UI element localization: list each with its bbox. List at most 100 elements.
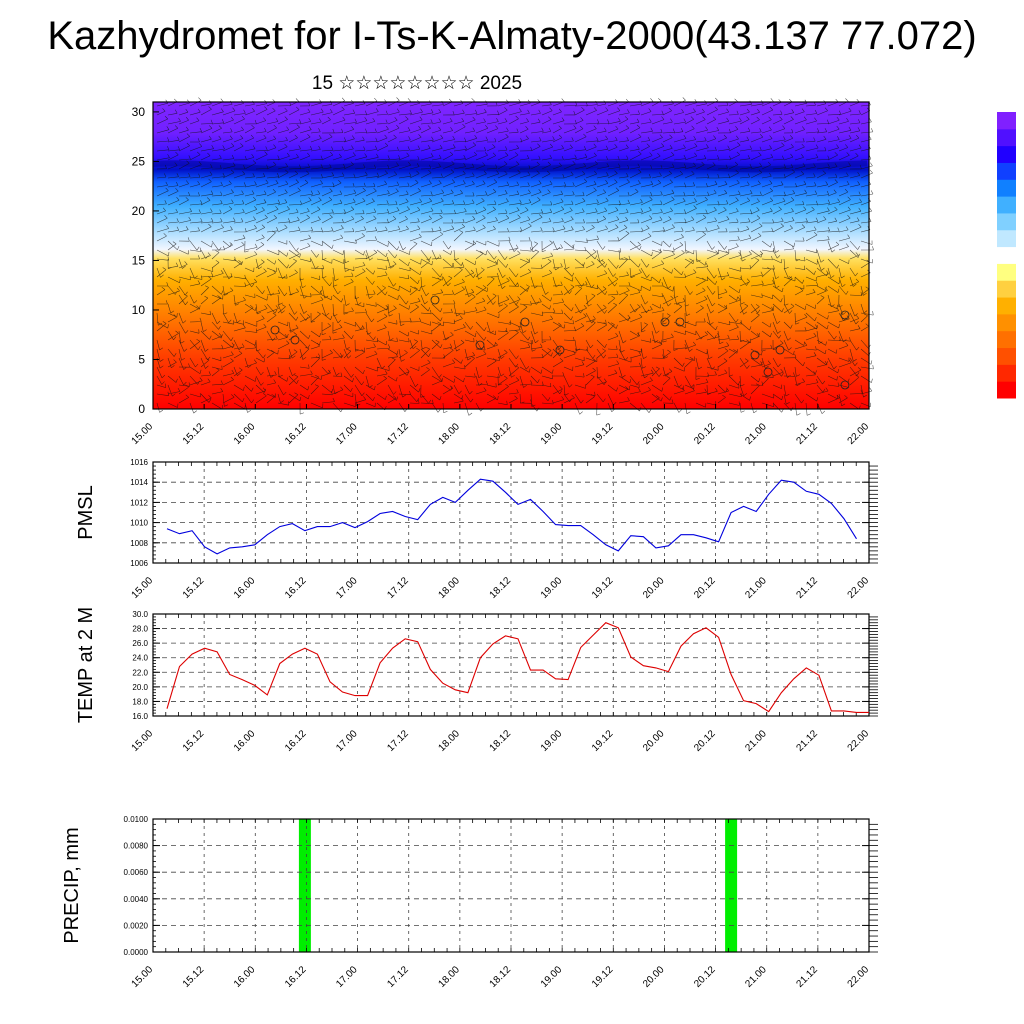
colorbar-segment bbox=[997, 313, 1016, 332]
pmsl-xtick-label: 15.00 bbox=[130, 575, 156, 601]
colorbar-segment bbox=[997, 381, 1016, 399]
colorbar-segment bbox=[997, 196, 1016, 214]
temp-chart: 16.0 18.0 20.0 22.0 24.0 26.0 28.0 30.0 TEMP at … bbox=[75, 607, 878, 754]
section-xtick-label: 19.12 bbox=[590, 421, 616, 447]
temp-ytick-label: 26.0 bbox=[132, 639, 148, 648]
calm-circle bbox=[290, 335, 300, 345]
colorbar-segment bbox=[997, 179, 1016, 197]
precip-ytick-label: 0.0100 bbox=[124, 815, 149, 824]
temp-ytick-label: 24.0 bbox=[132, 654, 148, 663]
colorbar-segment bbox=[997, 162, 1016, 180]
colorbar-segment bbox=[997, 112, 1016, 130]
pmsl-xtick-label: 16.00 bbox=[232, 575, 258, 601]
temp-xtick-label: 20.00 bbox=[641, 728, 667, 754]
pmsl-series-line bbox=[166, 478, 857, 555]
colorbar-segment bbox=[997, 297, 1016, 315]
pmsl-ytick-label: 1016 bbox=[130, 458, 148, 467]
temp-ytick-label: 18.0 bbox=[132, 697, 148, 706]
calm-circle bbox=[270, 325, 280, 335]
pmsl-ytick-label: 1010 bbox=[130, 519, 148, 528]
section-ytick-label: 25 bbox=[132, 154, 146, 168]
precip-xtick-label: 18.00 bbox=[437, 964, 463, 990]
temp-xtick-label: 17.00 bbox=[334, 728, 360, 754]
precip-bar bbox=[725, 819, 738, 952]
temp-xtick-label: 19.00 bbox=[539, 728, 565, 754]
calm-circle bbox=[520, 317, 530, 327]
pmsl-xtick-label: 19.00 bbox=[539, 575, 565, 601]
section-xtick-label: 20.00 bbox=[641, 421, 667, 447]
temp-series-line bbox=[166, 622, 869, 713]
temp-xtick-label: 16.12 bbox=[283, 728, 309, 754]
precip-ytick-label: 0.0080 bbox=[124, 842, 149, 851]
section-xtick-label: 16.00 bbox=[232, 421, 258, 447]
section-xtick-label: 17.12 bbox=[385, 421, 411, 447]
precip-ylabel: PRECIP, mm bbox=[61, 827, 83, 943]
pmsl-xtick-label: 17.00 bbox=[334, 575, 360, 601]
temp-ytick-label: 16.0 bbox=[132, 712, 148, 721]
precip-xtick-label: 19.12 bbox=[590, 964, 616, 990]
section-xtick-label: 17.00 bbox=[334, 421, 360, 447]
pmsl-xtick-label: 21.12 bbox=[795, 575, 821, 601]
wind-barbs bbox=[156, 97, 874, 416]
colorbar bbox=[997, 112, 1016, 399]
main-title: Kazhydromet for I-Ts-K-Almaty-2000(43.13… bbox=[47, 14, 977, 58]
section-ytick-label: 15 bbox=[132, 253, 146, 267]
precip-ytick-label: 0.0040 bbox=[124, 895, 149, 904]
temp-xtick-label: 22.00 bbox=[846, 728, 872, 754]
calm-circle bbox=[763, 367, 773, 377]
pmsl-frame bbox=[152, 461, 870, 564]
precip-xtick-label: 16.00 bbox=[232, 964, 258, 990]
temp-xtick-label: 21.12 bbox=[795, 728, 821, 754]
precip-frame bbox=[152, 818, 870, 953]
section-ytick-label: 0 bbox=[138, 402, 145, 416]
precip-ytick-label: 0.0060 bbox=[124, 868, 149, 877]
colorbar-segment bbox=[997, 212, 1016, 231]
colorbar-segment bbox=[997, 330, 1016, 349]
precip-xtick-label: 15.12 bbox=[181, 964, 207, 990]
colorbar-segment bbox=[997, 246, 1016, 264]
precip-xtick-label: 21.00 bbox=[743, 964, 769, 990]
temp-frame bbox=[152, 613, 870, 717]
colorbar-segment bbox=[997, 145, 1016, 163]
section-ytick-label: 10 bbox=[132, 303, 146, 317]
pmsl-ytick-label: 1006 bbox=[130, 559, 148, 568]
section-xtick-label: 21.00 bbox=[743, 421, 769, 447]
pmsl-chart: 1006 1008 1010 1012 1014 1016 PMSL 15.00 15.12 16… bbox=[75, 458, 878, 601]
precip-ytick-label: 0.0020 bbox=[124, 921, 149, 930]
sub-title: 15 ☆☆☆☆☆☆☆☆ 2025 bbox=[311, 73, 523, 94]
temp-xtick-label: 17.12 bbox=[385, 728, 411, 754]
precip-xtick-label: 15.00 bbox=[130, 964, 156, 990]
pmsl-xtick-label: 15.12 bbox=[181, 575, 207, 601]
calm-circle bbox=[840, 380, 850, 390]
temp-ytick-label: 30.0 bbox=[132, 610, 148, 619]
precip-bar bbox=[298, 819, 311, 952]
temp-ytick-label: 20.0 bbox=[132, 683, 148, 692]
colorbar-segment bbox=[997, 364, 1016, 382]
precip-xtick-label: 18.12 bbox=[488, 964, 514, 990]
section-xtick-label: 22.00 bbox=[846, 421, 872, 447]
precip-xtick-label: 22.00 bbox=[846, 964, 872, 990]
pmsl-xtick-label: 16.12 bbox=[283, 575, 309, 601]
precip-chart: 0.0000 0.0020 0.0040 0.0060 0.0080 0.0100 PREC… bbox=[61, 815, 878, 990]
precip-xtick-label: 19.00 bbox=[539, 964, 565, 990]
section-dark-band bbox=[152, 160, 868, 173]
colorbar-segment bbox=[997, 347, 1016, 365]
pmsl-ylabel: PMSL bbox=[75, 485, 97, 539]
calm-circle bbox=[750, 350, 760, 360]
precip-xtick-label: 17.12 bbox=[385, 964, 411, 990]
pmsl-xtick-label: 17.12 bbox=[385, 575, 411, 601]
calm-circle bbox=[475, 340, 485, 350]
section-ytick-label: 30 bbox=[132, 105, 146, 119]
temp-ylabel: TEMP at 2 M bbox=[75, 607, 97, 723]
section-xtick-label: 20.12 bbox=[692, 421, 718, 447]
precip-xtick-label: 21.12 bbox=[795, 964, 821, 990]
precip-xtick-label: 16.12 bbox=[283, 964, 309, 990]
pmsl-ytick-label: 1014 bbox=[130, 478, 148, 487]
section-xtick-label: 15.12 bbox=[181, 421, 207, 447]
section-xtick-label: 15.00 bbox=[130, 421, 156, 447]
colorbar-segment bbox=[997, 128, 1016, 147]
calm-circle bbox=[430, 295, 440, 305]
pmsl-ytick-label: 1012 bbox=[130, 498, 148, 507]
section-xtick-label: 21.12 bbox=[795, 421, 821, 447]
section-field bbox=[153, 102, 869, 409]
